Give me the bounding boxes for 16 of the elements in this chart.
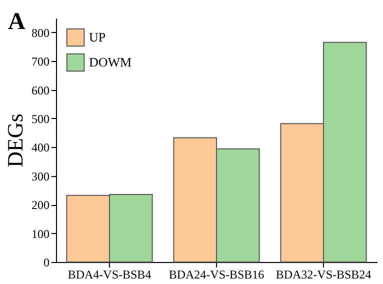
y-tick-label: 700 xyxy=(32,54,50,69)
y-tick-label: 500 xyxy=(32,112,50,126)
legend-label: DOWM xyxy=(89,54,132,70)
y-tick-label: 0 xyxy=(44,256,50,270)
x-tick-label: BDA32-VS-BSB24 xyxy=(276,268,372,282)
legend-label: UP xyxy=(89,30,106,44)
y-tick-label: 600 xyxy=(32,83,50,98)
text: A xyxy=(8,9,26,35)
y-axis-title: DEGs xyxy=(2,114,28,168)
y-tick-label: 100 xyxy=(32,226,50,241)
y-tick-label: 300 xyxy=(32,169,50,184)
y-tick-label: 400 xyxy=(32,140,50,155)
x-tick-label: BDA4-VS-BSB4 xyxy=(68,268,152,282)
y-tick-label: 200 xyxy=(32,198,50,212)
y-tick-label: 800 xyxy=(32,26,50,40)
x-tick-label: BDA24-VS-BSB16 xyxy=(168,268,264,282)
